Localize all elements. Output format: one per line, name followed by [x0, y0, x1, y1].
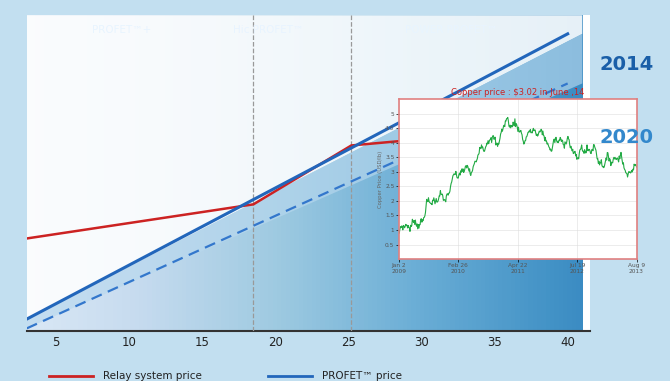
Text: 2020: 2020 [600, 128, 654, 147]
Text: PROFET™ price: PROFET™ price [322, 371, 402, 381]
Text: PROFET™+: PROFET™+ [92, 24, 151, 35]
Y-axis label: Copper Price (USD/lb): Copper Price (USD/lb) [378, 150, 383, 208]
Text: Relay system price: Relay system price [103, 371, 202, 381]
Title: Copper price : $3.02 in June ,14: Copper price : $3.02 in June ,14 [451, 88, 584, 97]
Polygon shape [27, 34, 582, 328]
Text: 2014: 2014 [600, 55, 654, 74]
Text: POWER PROFET™: POWER PROFET™ [405, 24, 497, 35]
Polygon shape [27, 15, 582, 319]
Text: Hic PROFET™: Hic PROFET™ [232, 24, 304, 35]
